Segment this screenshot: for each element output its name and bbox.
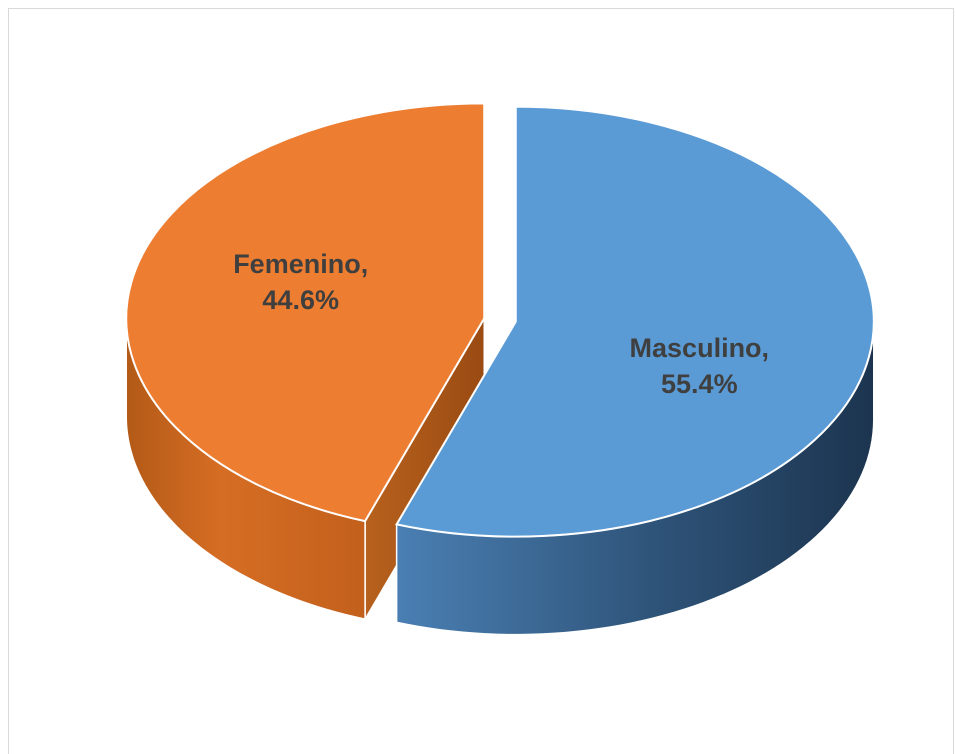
- data-label-value: 44.6%: [262, 285, 339, 315]
- data-label-femenino: Femenino, 44.6%: [233, 249, 368, 315]
- data-label-name: Femenino,: [233, 249, 368, 279]
- pie-labels: Masculino, 55.4% Femenino, 44.6%: [233, 249, 769, 399]
- pie-tops: [125, 102, 875, 538]
- data-label-value: 55.4%: [661, 369, 738, 399]
- data-label-masculino: Masculino, 55.4%: [630, 333, 770, 399]
- pie-slice-femenino: [125, 102, 486, 523]
- data-label-name: Masculino,: [630, 333, 770, 363]
- pie-slice-masculino: [395, 105, 875, 538]
